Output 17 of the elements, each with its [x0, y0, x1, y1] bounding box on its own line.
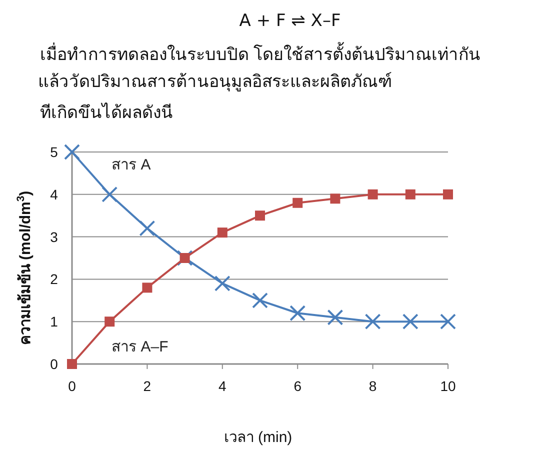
- x-axis-title: เวลา (min): [224, 429, 292, 446]
- series-label: สาร A: [112, 156, 151, 174]
- y-tick-label: 0: [50, 356, 58, 372]
- chart-title: A + F ⇌ X–F: [239, 11, 341, 31]
- x-tick-label: 4: [218, 378, 226, 394]
- y-tick-label: 1: [50, 314, 58, 330]
- y-tick-label: 2: [50, 271, 58, 288]
- y-tick-label: 3: [50, 228, 58, 245]
- x-tick-label: 0: [68, 378, 76, 394]
- series-label: สาร A–F: [112, 338, 168, 356]
- x-tick-label: 8: [368, 378, 377, 394]
- x-tick-label: 6: [294, 378, 302, 394]
- x-tick-label: 2: [143, 378, 152, 394]
- x-tick-label: 10: [440, 378, 456, 394]
- y-tick-label: 4: [50, 186, 58, 202]
- chart-subtitle: เมื่อทำการทดลองในระบบปิด โดยใช้สารตั้งต้นปริมาณเท่ากัน แล้ววัดปริมาณสารต้านอนุมูลอิสระและผลิตภัณฑ์ ทีเกิดขึนได้ผลดังนี: [38, 42, 481, 122]
- y-tick-label: 5: [50, 144, 58, 160]
